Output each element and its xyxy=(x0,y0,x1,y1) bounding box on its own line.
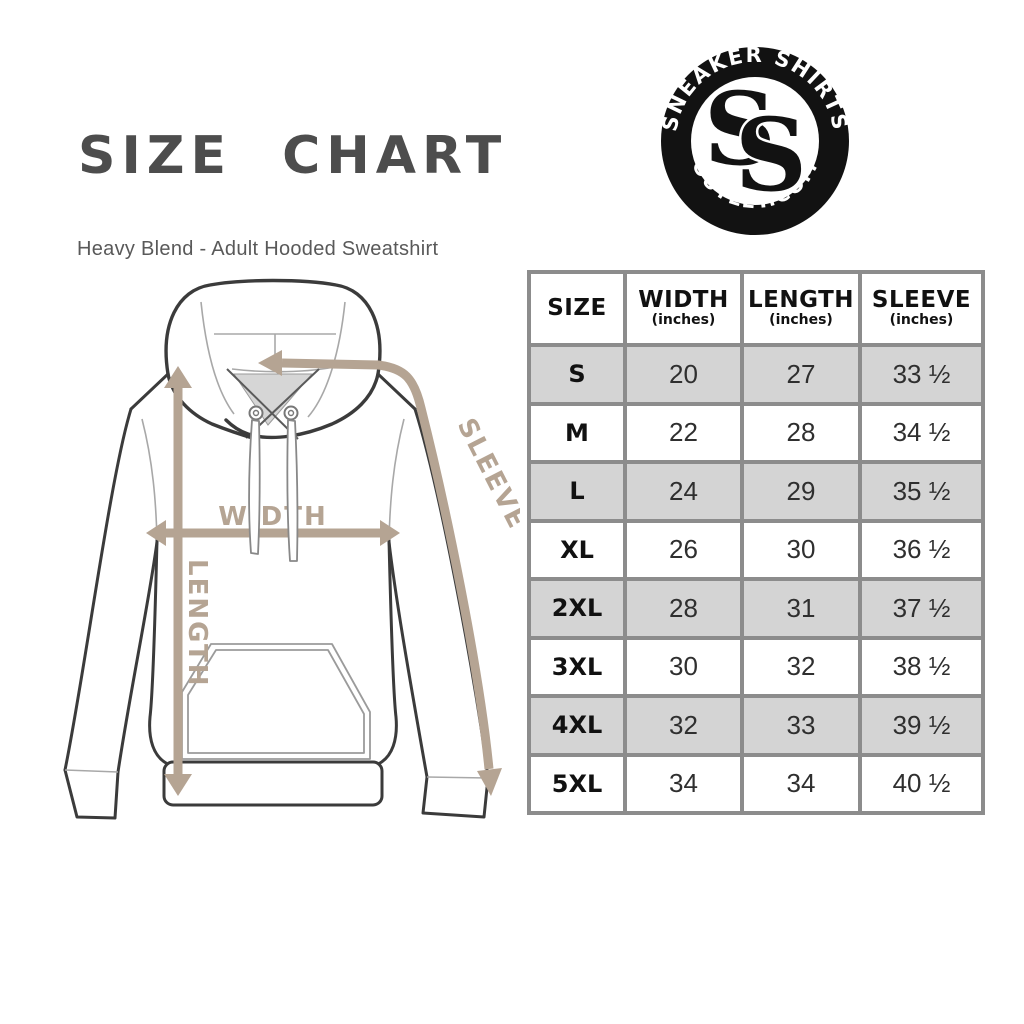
sleeve-value: 39 ½ xyxy=(858,694,985,757)
size-value: S xyxy=(527,343,627,406)
sleeve-label: SLEEVE xyxy=(451,414,520,535)
table-header-row: SIZE WIDTH (inches) LENGTH (inches) SLEE… xyxy=(527,270,985,347)
size-value: 3XL xyxy=(527,635,627,698)
page-title: SIZE CHART xyxy=(78,126,508,186)
monogram-s-back: S xyxy=(704,70,776,188)
width-value: 20 xyxy=(623,343,744,406)
sleeve-value: 38 ½ xyxy=(858,635,985,698)
hoodie-seams xyxy=(64,418,489,779)
size-value: L xyxy=(527,460,627,523)
hoodie-outline xyxy=(63,372,490,820)
length-value: 31 xyxy=(740,577,862,640)
size-value: 4XL xyxy=(527,694,627,757)
logo-ss-monogram: S S xyxy=(701,68,809,217)
sleeve-value: 36 ½ xyxy=(858,518,985,581)
sneaker-shirts-outlet-logo-icon: SNEAKER SHIRTS OUTLET.COM S S xyxy=(657,43,851,235)
width-label: WIDTH xyxy=(218,502,327,532)
table-row: 5XL 34 34 40 ½ xyxy=(527,752,985,815)
size-table: SIZE WIDTH (inches) LENGTH (inches) SLEE… xyxy=(527,270,985,815)
length-value: 33 xyxy=(740,694,862,757)
length-value: 34 xyxy=(740,752,862,815)
hoodie-drawstrings xyxy=(248,405,299,562)
width-value: 28 xyxy=(623,577,744,640)
length-value: 29 xyxy=(740,460,862,523)
size-value: 5XL xyxy=(527,752,627,815)
hoodie-diagram: WIDTH LENGTH SLEEVE xyxy=(63,278,520,820)
page-subtitle: Heavy Blend - Adult Hooded Sweatshirt xyxy=(77,238,439,260)
length-value: 32 xyxy=(740,635,862,698)
table-row: M 22 28 34 ½ xyxy=(527,401,985,464)
length-value: 30 xyxy=(740,518,862,581)
table-row: 2XL 28 31 37 ½ xyxy=(527,577,985,640)
monogram-s-front: S xyxy=(735,96,807,214)
length-value: 27 xyxy=(740,343,862,406)
sleeve-value: 40 ½ xyxy=(858,752,985,815)
header-size: SIZE xyxy=(527,270,627,347)
hoodie-waistband xyxy=(162,760,384,807)
width-value: 32 xyxy=(623,694,744,757)
width-value: 30 xyxy=(623,635,744,698)
size-value: XL xyxy=(527,518,627,581)
sleeve-arrow-icon xyxy=(258,350,502,796)
size-value: 2XL xyxy=(527,577,627,640)
width-arrow-icon xyxy=(146,520,400,546)
length-value: 28 xyxy=(740,401,862,464)
sleeve-value: 37 ½ xyxy=(858,577,985,640)
table-row: XL 26 30 36 ½ xyxy=(527,518,985,581)
size-value: M xyxy=(527,401,627,464)
width-value: 22 xyxy=(623,401,744,464)
length-arrow-icon xyxy=(164,366,192,796)
logo-inner-disc xyxy=(691,77,819,205)
table-row: 3XL 30 32 38 ½ xyxy=(527,635,985,698)
header-width: WIDTH (inches) xyxy=(623,270,744,347)
width-value: 26 xyxy=(623,518,744,581)
width-value: 24 xyxy=(623,460,744,523)
table-row: S 20 27 33 ½ xyxy=(527,343,985,406)
header-sleeve: SLEEVE (inches) xyxy=(858,270,985,347)
sleeve-value: 33 ½ xyxy=(858,343,985,406)
hoodie-neck-panel xyxy=(233,373,314,426)
table-row: L 24 29 35 ½ xyxy=(527,460,985,523)
sleeve-value: 35 ½ xyxy=(858,460,985,523)
length-label: LENGTH xyxy=(182,559,212,687)
width-value: 34 xyxy=(623,752,744,815)
sleeve-value: 34 ½ xyxy=(858,401,985,464)
table-row: 4XL 32 33 39 ½ xyxy=(527,694,985,757)
header-length: LENGTH (inches) xyxy=(740,270,862,347)
